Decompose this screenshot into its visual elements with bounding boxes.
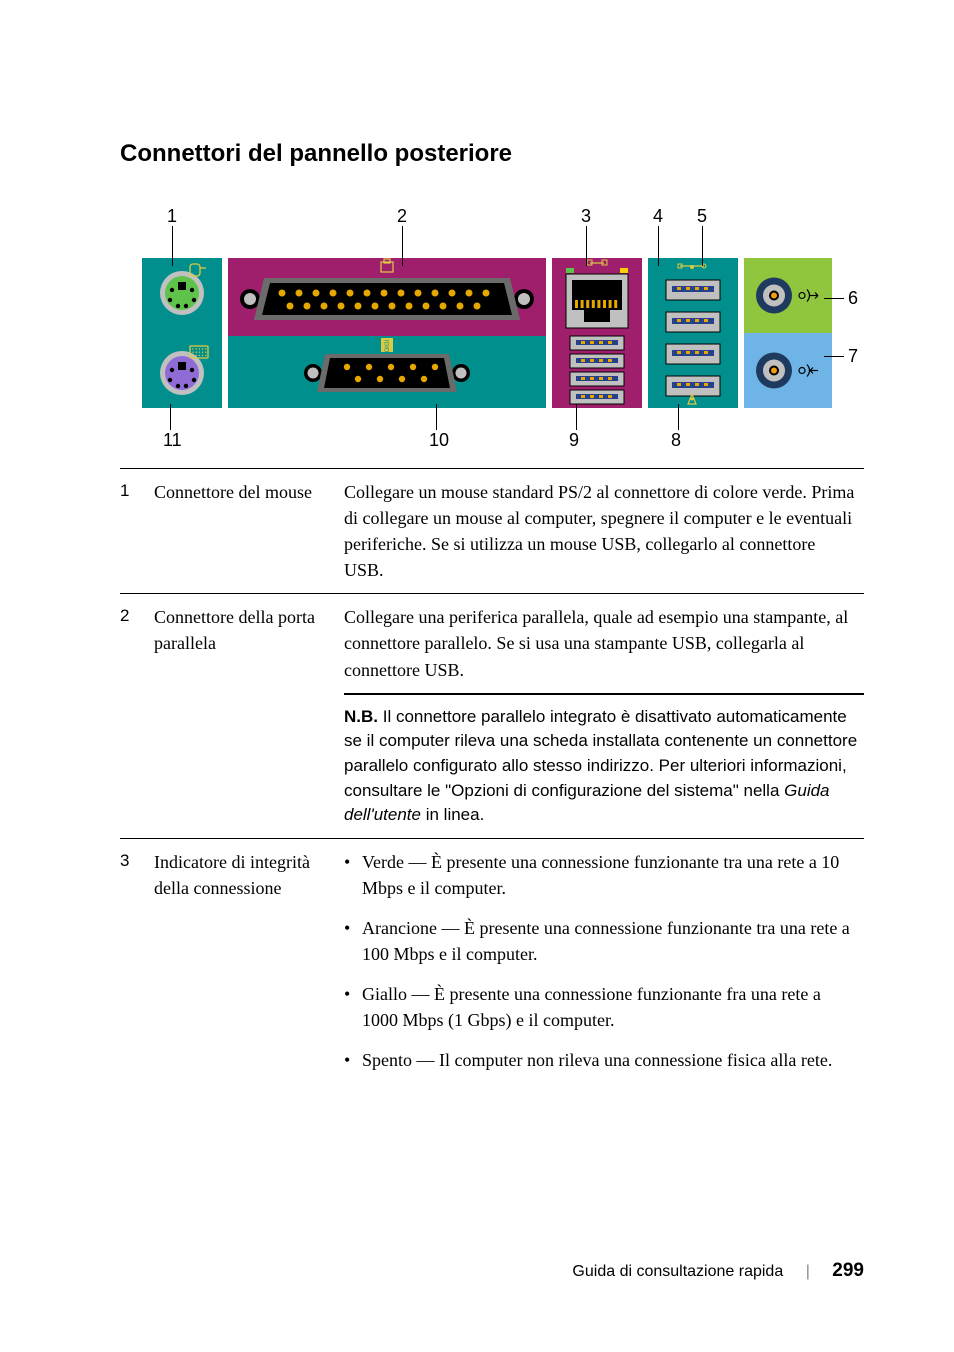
bullet-item: Arancione — È presente una connessione f…: [362, 915, 856, 967]
connector-desc: Collegare una periferica parallela, qual…: [344, 594, 864, 693]
footer-doc-title: Guida di consultazione rapida: [572, 1263, 783, 1280]
table-body: 1Connettore del mouseCollegare un mouse …: [120, 469, 864, 1098]
note-row: N.B. Il connettore parallelo integrato è…: [120, 693, 864, 838]
callout-7: 7: [848, 346, 858, 367]
callout-4: 4: [653, 206, 663, 227]
bullet-list: Verde — È presente una connessione funzi…: [344, 849, 856, 1074]
callout-1: 1: [167, 206, 177, 227]
footer-page-number: 299: [832, 1260, 864, 1281]
svg-text:IOIOI: IOIOI: [385, 340, 391, 355]
connector-desc: Verde — È presente una connessione funzi…: [344, 838, 864, 1097]
callout-11: 11: [163, 430, 182, 451]
row-number: 3: [120, 838, 154, 1097]
connector-desc: Collegare un mouse standard PS/2 al conn…: [344, 469, 864, 594]
connector-name: Connettore della porta parallela: [154, 594, 344, 693]
table-row: 2Connettore della porta parallelaCollega…: [120, 594, 864, 693]
callout-9: 9: [569, 430, 579, 451]
connector-name: Indicatore di integrità della connession…: [154, 838, 344, 1097]
footer-separator: |: [806, 1263, 810, 1280]
diagram-svg: IOIOI: [122, 208, 862, 448]
table-row: 3Indicatore di integrità della connessio…: [120, 838, 864, 1097]
table-row: 1Connettore del mouseCollegare un mouse …: [120, 469, 864, 594]
page-footer: Guida di consultazione rapida | 299: [572, 1260, 864, 1282]
callout-5: 5: [697, 206, 707, 227]
connector-name: Connettore del mouse: [154, 469, 344, 594]
section-heading: Connettori del pannello posteriore: [120, 140, 864, 168]
bullet-item: Verde — È presente una connessione funzi…: [362, 849, 856, 901]
rear-panel-diagram: IOIOI 1 2 3 4 5 6 7 8 9 10 11: [122, 208, 862, 448]
callout-2: 2: [397, 206, 407, 227]
bullet-item: Giallo — È presente una connessione funz…: [362, 981, 856, 1033]
callout-8: 8: [671, 430, 681, 451]
row-number: 2: [120, 594, 154, 693]
note-block: N.B. Il connettore parallelo integrato è…: [344, 694, 864, 838]
callout-6: 6: [848, 288, 858, 309]
callout-10: 10: [429, 430, 449, 451]
callout-3: 3: [581, 206, 591, 227]
row-number: 1: [120, 469, 154, 594]
connector-table: 1Connettore del mouseCollegare un mouse …: [120, 468, 864, 1098]
bullet-item: Spento — Il computer non rileva una conn…: [362, 1047, 856, 1073]
